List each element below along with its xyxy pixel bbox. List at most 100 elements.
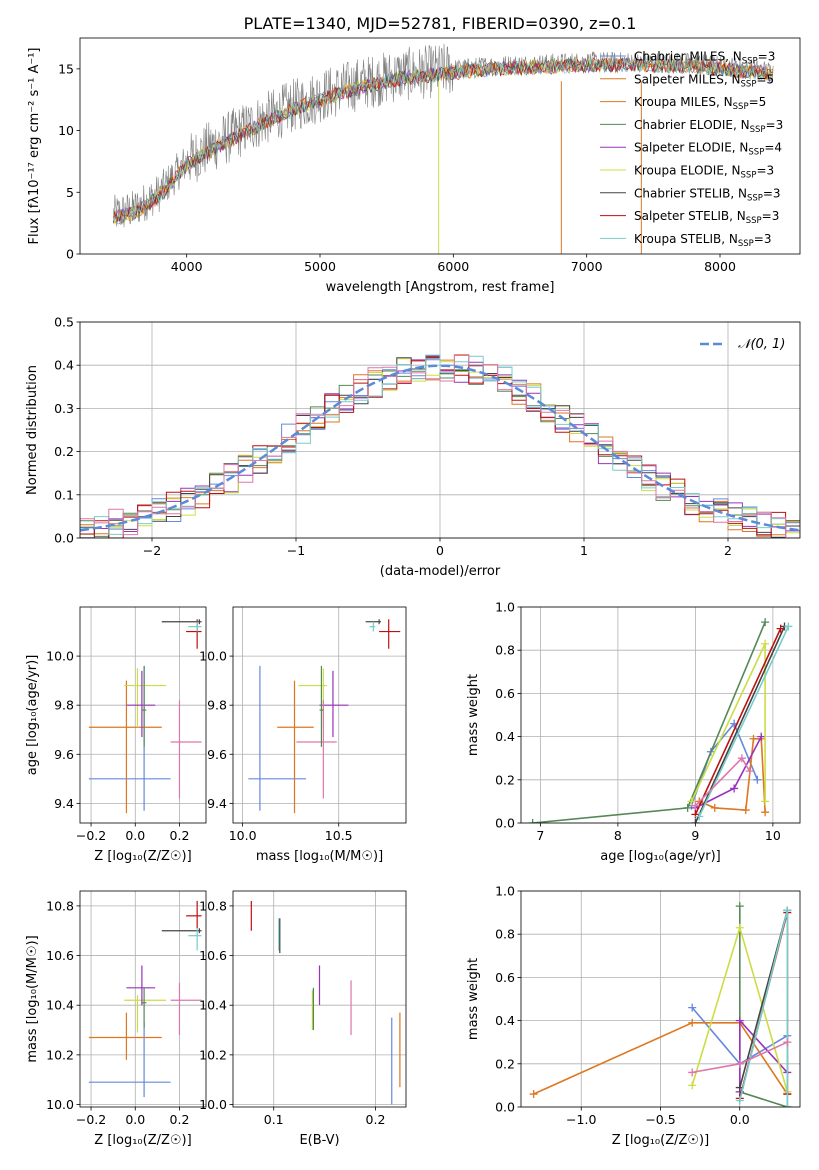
grid-mass_vs_Z xyxy=(80,891,206,1107)
errorbar-point xyxy=(188,928,202,951)
weight-marker xyxy=(784,622,793,631)
x-tick-label: 7000 xyxy=(571,259,603,274)
y-tick-label: 0.6 xyxy=(495,686,515,701)
weight-line-1 xyxy=(533,1021,788,1095)
x-tick-label: 0.2 xyxy=(170,1112,190,1127)
x-tick-label: 1 xyxy=(580,543,588,558)
weight-marker xyxy=(745,767,754,776)
weight-marker xyxy=(735,902,744,911)
y-tick-label: 0.1 xyxy=(54,487,74,502)
weight-marker xyxy=(735,923,744,932)
errorbar-point xyxy=(170,982,202,1035)
legend-entry: 𝒩(0, 1) xyxy=(738,337,785,352)
weight-marker xyxy=(735,1096,744,1105)
x-tick-label: 10 xyxy=(765,828,781,843)
x-tick-label: 10.5 xyxy=(325,828,353,843)
y-tick-label: 9.6 xyxy=(207,747,227,762)
weight-marker xyxy=(528,819,537,823)
axes-frame xyxy=(79,890,207,1108)
weight-marker xyxy=(737,754,746,763)
weight-line-6 xyxy=(694,628,782,815)
plot-area-mass_vs_Z xyxy=(88,900,202,1098)
weight-marker xyxy=(730,784,739,793)
legend-entry: Kroupa STELIB, NSSP=3 xyxy=(634,232,772,249)
y-tick-label: 10.0 xyxy=(199,649,227,664)
x-axis-label: Z [log₁₀(Z/Z☉)] xyxy=(94,849,191,864)
errorbar-point xyxy=(88,680,162,814)
weight-marker xyxy=(688,1068,697,1077)
y-axis-label: mass weight xyxy=(466,674,481,756)
x-tick-label: 10.0 xyxy=(229,828,257,843)
x-tick-label: 0.0 xyxy=(125,828,145,843)
panel-mass_vs_Z: −0.2 0.0 0.2 10.0 10.2 10.4 10.6 10.8 Z [log₁₀(Z… xyxy=(25,890,207,1148)
weight-marker xyxy=(695,812,704,821)
panel-weight_vs_age: 7 8 9 10 0.0 0.2 0.4 0.6 0.8 1.0 age [log₁₀(age/yr… xyxy=(466,600,801,864)
x-axis-label: (data-model)/error xyxy=(380,564,501,579)
weight-marker xyxy=(710,803,719,812)
weight-line-7 xyxy=(739,910,789,1107)
y-tick-label: 1.0 xyxy=(495,884,515,899)
x-tick-label: 0.0 xyxy=(730,1112,750,1127)
errorbar-point xyxy=(319,665,324,747)
y-tick-label: 10.2 xyxy=(199,1047,227,1062)
weight-marker xyxy=(529,1090,538,1099)
weight-marker xyxy=(783,1038,792,1047)
x-tick-label: −1 xyxy=(287,543,305,558)
axes-frame xyxy=(232,890,407,1108)
x-tick-label: 8000 xyxy=(704,259,736,274)
x-tick-label: 5000 xyxy=(304,259,336,274)
weight-line-3 xyxy=(738,1018,788,1092)
x-tick-label: 8 xyxy=(614,828,622,843)
y-tick-label: 0 xyxy=(66,247,74,262)
plot-area-age_vs_Z xyxy=(88,619,202,814)
y-tick-label: 0.8 xyxy=(495,643,515,658)
errorbar-point xyxy=(248,665,307,811)
axes-frame xyxy=(232,606,407,824)
weight-marker xyxy=(783,906,792,915)
panel-age_vs_Z: −0.2 0.0 0.2 9.4 9.6 9.8 10.0 Z [log₁₀(Z/Z☉)] ag… xyxy=(25,606,207,864)
errorbar-point xyxy=(319,670,349,738)
x-tick-label: 0.1 xyxy=(264,1112,284,1127)
weight-marker xyxy=(687,797,696,806)
weight-marker xyxy=(761,808,770,817)
weight-marker xyxy=(688,1003,697,1012)
errorbar-point xyxy=(124,668,167,728)
y-tick-label: 0.2 xyxy=(495,1056,515,1071)
legend-entry: Salpeter ELODIE, NSSP=4 xyxy=(634,141,782,158)
x-tick-label: 0.2 xyxy=(366,1112,386,1127)
x-tick-label: 7 xyxy=(536,828,544,843)
normal-curve xyxy=(80,364,800,532)
x-axis-label: Z [log₁₀(Z/Z☉)] xyxy=(612,1133,709,1148)
y-tick-label: 0.3 xyxy=(54,401,74,416)
x-tick-label: −2 xyxy=(143,543,161,558)
axes-frame xyxy=(520,890,801,1108)
errorbar-point xyxy=(296,700,337,799)
x-tick-label: −0.2 xyxy=(76,828,106,843)
y-tick-label: 5 xyxy=(66,185,74,200)
weight-marker xyxy=(688,1018,697,1027)
errorbar-point xyxy=(88,1012,162,1060)
x-tick-label: −1.0 xyxy=(566,1112,596,1127)
weight-marker xyxy=(761,639,770,648)
weight-marker xyxy=(735,1016,744,1025)
y-tick-label: 10.8 xyxy=(46,898,74,913)
errorbar-point xyxy=(379,619,401,649)
errorbar-point xyxy=(88,1022,171,1098)
weight-line-2 xyxy=(532,621,766,823)
y-tick-label: 0.4 xyxy=(54,358,74,373)
figure-title: PLATE=1340, MJD=52781, FIBERID=0390, z=0… xyxy=(244,14,637,33)
panel-weight_vs_Z: −1.0 −0.5 0.0 0.0 0.2 0.4 0.6 0.8 1.0 Z [log₁₀(Z/… xyxy=(466,884,801,1148)
y-axis-label: mass [log₁₀(M/M☉)] xyxy=(25,935,40,1062)
errorbar-point xyxy=(170,700,202,799)
x-axis-label: mass [log₁₀(M/M☉)] xyxy=(256,849,383,864)
weight-line-5 xyxy=(694,626,786,823)
y-tick-label: 1.0 xyxy=(495,600,515,615)
weight-marker xyxy=(691,801,700,810)
legend-entry: Kroupa ELODIE, NSSP=3 xyxy=(634,164,774,181)
y-tick-label: 0.2 xyxy=(54,444,74,459)
grid-age_vs_mass xyxy=(233,607,406,823)
errorbar-point xyxy=(124,995,167,1033)
spectrum-legend: Chabrier MILES, NSSP=3 Salpeter MILES, NS… xyxy=(600,50,783,249)
x-axis-label: age [log₁₀(age/yr)] xyxy=(600,849,721,864)
